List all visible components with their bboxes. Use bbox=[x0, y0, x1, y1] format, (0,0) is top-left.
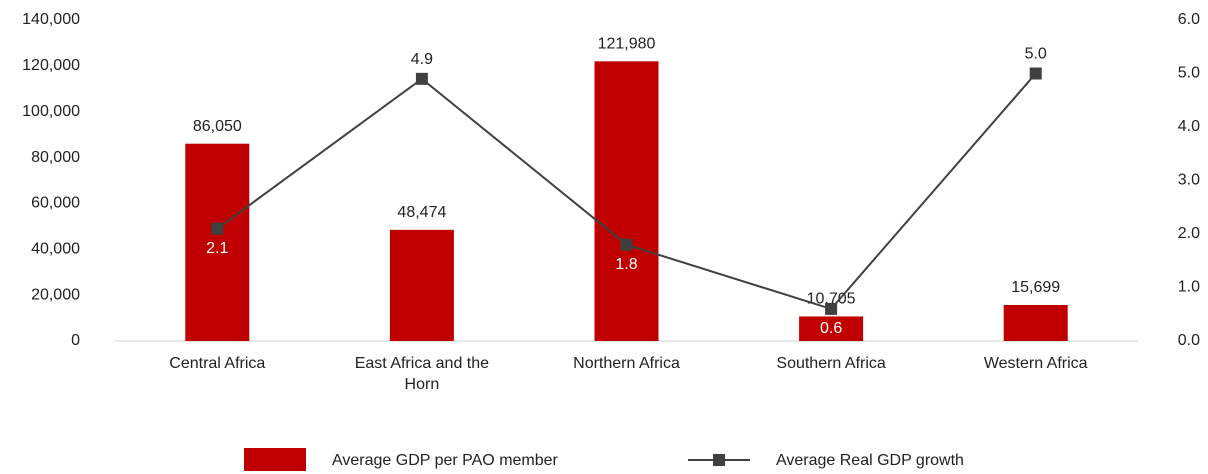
y-tick-label: 100,000 bbox=[22, 103, 80, 120]
bar bbox=[1003, 305, 1068, 341]
x-tick-label: Western Africa bbox=[983, 355, 1088, 372]
y-tick-label: 60,000 bbox=[31, 195, 80, 212]
legend-label: Average GDP per PAO member bbox=[332, 452, 559, 469]
y2-tick-label: 1.0 bbox=[1178, 279, 1200, 296]
data-label: 4.9 bbox=[411, 51, 433, 68]
data-label: 1.8 bbox=[615, 256, 637, 273]
line-marker bbox=[1029, 67, 1042, 80]
line-marker bbox=[415, 72, 428, 85]
x-tick-label: East Africa and the Horn bbox=[354, 355, 490, 393]
y-tick-label: 40,000 bbox=[31, 241, 80, 258]
x-tick-label: Southern Africa bbox=[776, 355, 886, 372]
y2-tick-label: 6.0 bbox=[1178, 11, 1200, 28]
y2-tick-label: 2.0 bbox=[1178, 225, 1200, 242]
data-label: 2.1 bbox=[206, 240, 228, 257]
bar bbox=[799, 316, 864, 341]
y-tick-label: 0 bbox=[71, 332, 80, 349]
y-tick-label: 140,000 bbox=[22, 11, 80, 28]
bar bbox=[185, 143, 250, 341]
x-tick-label: Northern Africa bbox=[573, 355, 680, 372]
y2-tick-label: 4.0 bbox=[1178, 118, 1200, 135]
y2-tick-label: 3.0 bbox=[1178, 172, 1200, 189]
line-marker bbox=[825, 302, 838, 315]
line-marker bbox=[620, 238, 633, 251]
data-label: 15,699 bbox=[1011, 279, 1060, 296]
legend-label: Average Real GDP growth bbox=[776, 452, 964, 469]
data-label: 0.6 bbox=[820, 320, 842, 337]
line-marker bbox=[211, 222, 224, 235]
data-label: 86,050 bbox=[193, 118, 242, 135]
legend-marker bbox=[713, 454, 725, 466]
y-tick-label: 20,000 bbox=[31, 286, 80, 303]
bar bbox=[594, 61, 659, 341]
legend-swatch bbox=[244, 448, 306, 471]
x-tick-label: Central Africa bbox=[169, 355, 266, 372]
y-tick-label: 120,000 bbox=[22, 57, 80, 74]
y2-tick-label: 5.0 bbox=[1178, 65, 1200, 82]
bar bbox=[389, 229, 454, 341]
data-label: 48,474 bbox=[397, 204, 446, 221]
y2-tick-label: 0.0 bbox=[1178, 332, 1200, 349]
y-tick-label: 80,000 bbox=[31, 149, 80, 166]
data-label: 121,980 bbox=[598, 36, 656, 53]
data-label: 5.0 bbox=[1025, 46, 1047, 63]
